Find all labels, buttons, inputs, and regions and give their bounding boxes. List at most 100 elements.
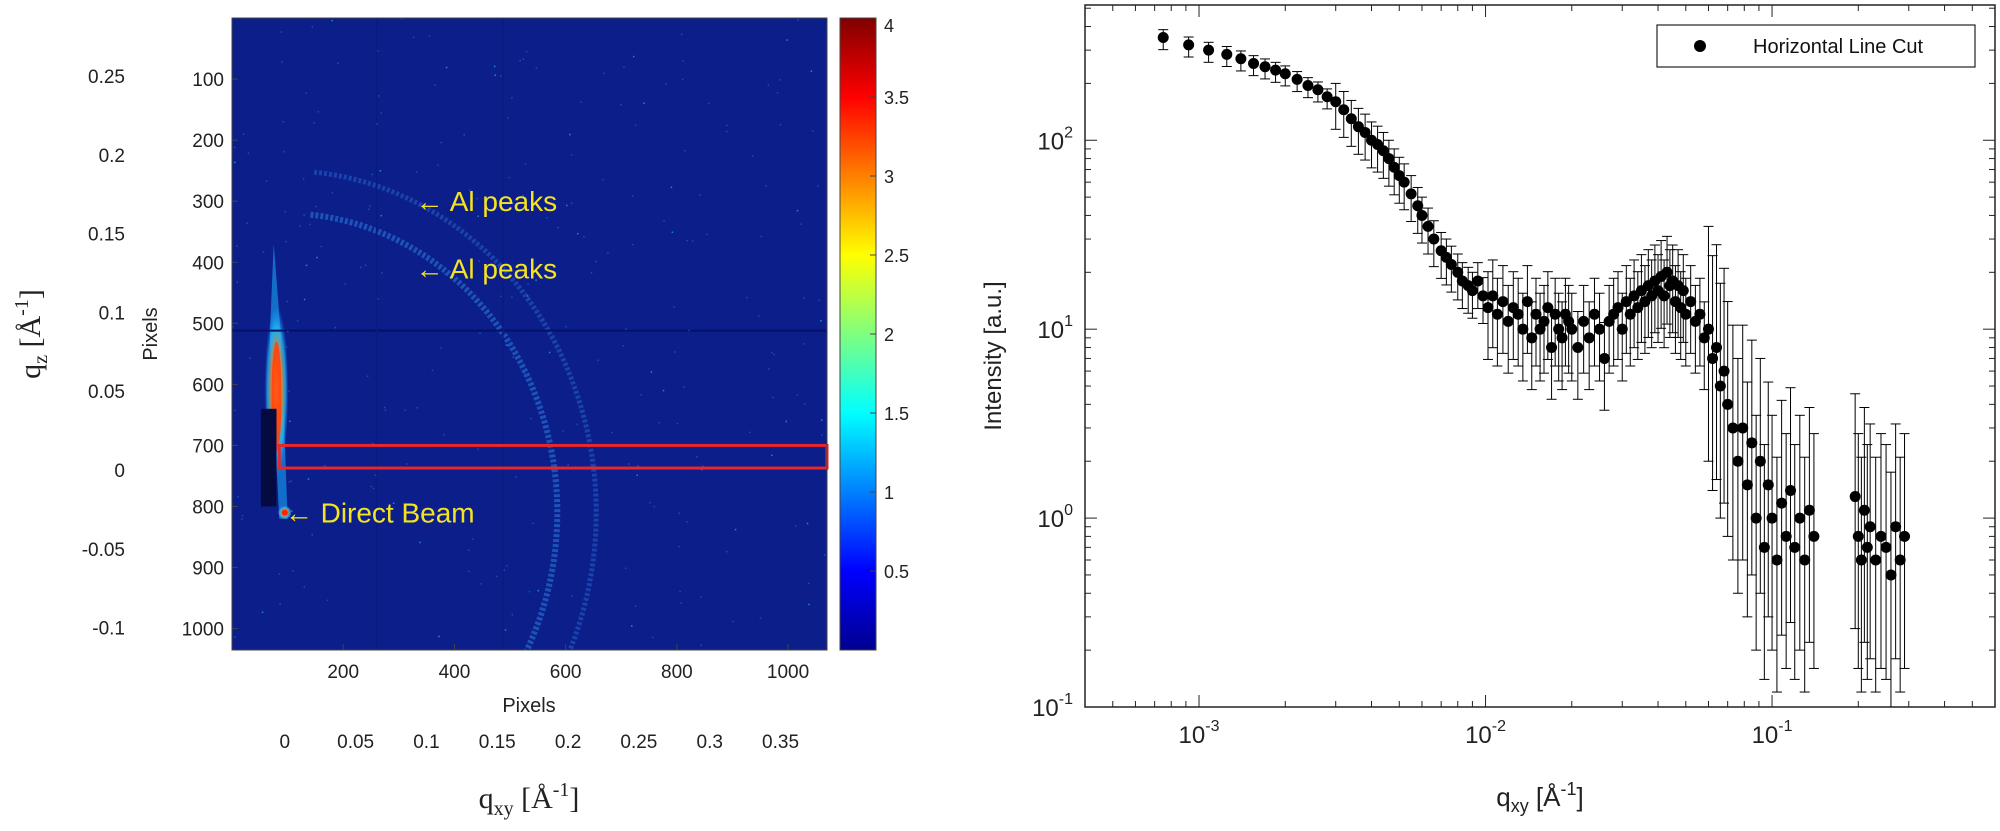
data-point (1714, 380, 1726, 392)
noise-speck (261, 611, 264, 614)
noise-speck (678, 512, 681, 514)
noise-speck (620, 103, 622, 106)
noise-speck (467, 549, 470, 551)
noise-speck (234, 161, 236, 164)
noise-speck (326, 599, 329, 602)
data-point (1359, 126, 1371, 138)
y-pixel-tick-label: 900 (192, 559, 224, 580)
noise-speck (700, 644, 703, 646)
data-point (1312, 84, 1324, 96)
data-point (1624, 308, 1636, 320)
noise-speck (595, 260, 597, 263)
x-pixel-tick-label: 200 (327, 662, 359, 683)
data-point (1530, 308, 1542, 320)
data-point (1852, 530, 1864, 542)
noise-speck (279, 603, 281, 605)
noise-speck (305, 264, 308, 267)
x-pixel-tick-label: 1000 (767, 662, 809, 683)
noise-speck (511, 296, 513, 299)
noise-speck (734, 528, 737, 531)
colorbar-tick-label: 2.5 (884, 246, 909, 266)
noise-speck (576, 423, 579, 426)
x-tick-label: 10-1 (1752, 718, 1793, 749)
data-point (1497, 296, 1509, 308)
qz-tick-label: 0.2 (99, 146, 125, 167)
data-point (1711, 341, 1723, 353)
data-point (1855, 554, 1867, 566)
noise-speck (440, 347, 442, 350)
noise-speck (247, 152, 250, 154)
data-point (1880, 541, 1892, 553)
y-pixel-tick-label: 300 (192, 192, 224, 213)
noise-speck (290, 480, 292, 482)
noise-speck (631, 243, 634, 246)
noise-speck (623, 66, 625, 68)
noise-speck (512, 356, 514, 358)
y-pixel-tick-label: 1000 (182, 620, 224, 641)
noise-speck (372, 487, 375, 490)
noise-speck (519, 59, 521, 62)
noise-speck (800, 223, 802, 225)
data-point (1870, 554, 1882, 566)
data-point (1771, 554, 1783, 566)
qxy-tick-label: 0.35 (762, 732, 799, 753)
data-point (1861, 541, 1873, 553)
data-point (1741, 479, 1753, 491)
noise-speck (477, 215, 479, 217)
data-point (1794, 512, 1806, 524)
noise-speck (303, 298, 306, 301)
noise-speck (278, 573, 281, 575)
noise-speck (772, 396, 774, 399)
noise-speck (376, 123, 378, 125)
noise-speck (731, 620, 734, 623)
noise-speck (532, 522, 535, 525)
data-point (1677, 285, 1689, 297)
data-point (1722, 398, 1734, 410)
noise-speck (313, 122, 315, 124)
noise-speck (557, 226, 559, 229)
noise-speck (537, 589, 540, 592)
data-point (1572, 341, 1584, 353)
data-point (1521, 296, 1533, 308)
data-point (1658, 290, 1670, 302)
data-point (1685, 296, 1697, 308)
noise-speck (380, 112, 383, 114)
noise-speck (636, 474, 638, 477)
noise-speck (823, 554, 826, 556)
qxy-ticks: 0 0.05 0.1 0.15 0.2 0.25 0.3 0.35 (280, 732, 799, 753)
noise-speck (768, 368, 770, 370)
noise-speck (771, 454, 773, 457)
noise-speck (680, 33, 683, 36)
data-point (1758, 541, 1770, 553)
noise-speck (371, 173, 374, 176)
noise-speck (480, 583, 482, 585)
noise-speck (678, 545, 680, 548)
noise-speck (683, 386, 685, 388)
data-point (1553, 323, 1565, 335)
noise-speck (746, 296, 748, 299)
data-point (1549, 308, 1561, 320)
noise-speck (400, 18, 403, 20)
data-point (1707, 352, 1719, 364)
noise-speck (806, 522, 809, 525)
data-point (1279, 68, 1291, 80)
noise-speck (477, 448, 479, 450)
data-point (1566, 323, 1578, 335)
noise-speck (496, 575, 498, 578)
noise-speck (281, 61, 283, 63)
data-point (1487, 290, 1499, 302)
noise-speck (748, 431, 751, 434)
noise-speck (622, 344, 624, 347)
noise-speck (725, 130, 728, 133)
data-point (1291, 73, 1303, 85)
noise-speck (525, 50, 528, 53)
direct-beam-core (281, 509, 288, 516)
noise-speck (437, 164, 439, 166)
qxy-label: qxy [Å-1] (479, 779, 580, 820)
data-point (1766, 512, 1778, 524)
data-point (1762, 479, 1774, 491)
data-point (1754, 455, 1766, 467)
noise-speck (320, 245, 322, 248)
noise-speck (494, 74, 496, 77)
qz-tick-label: 0.15 (88, 225, 125, 246)
